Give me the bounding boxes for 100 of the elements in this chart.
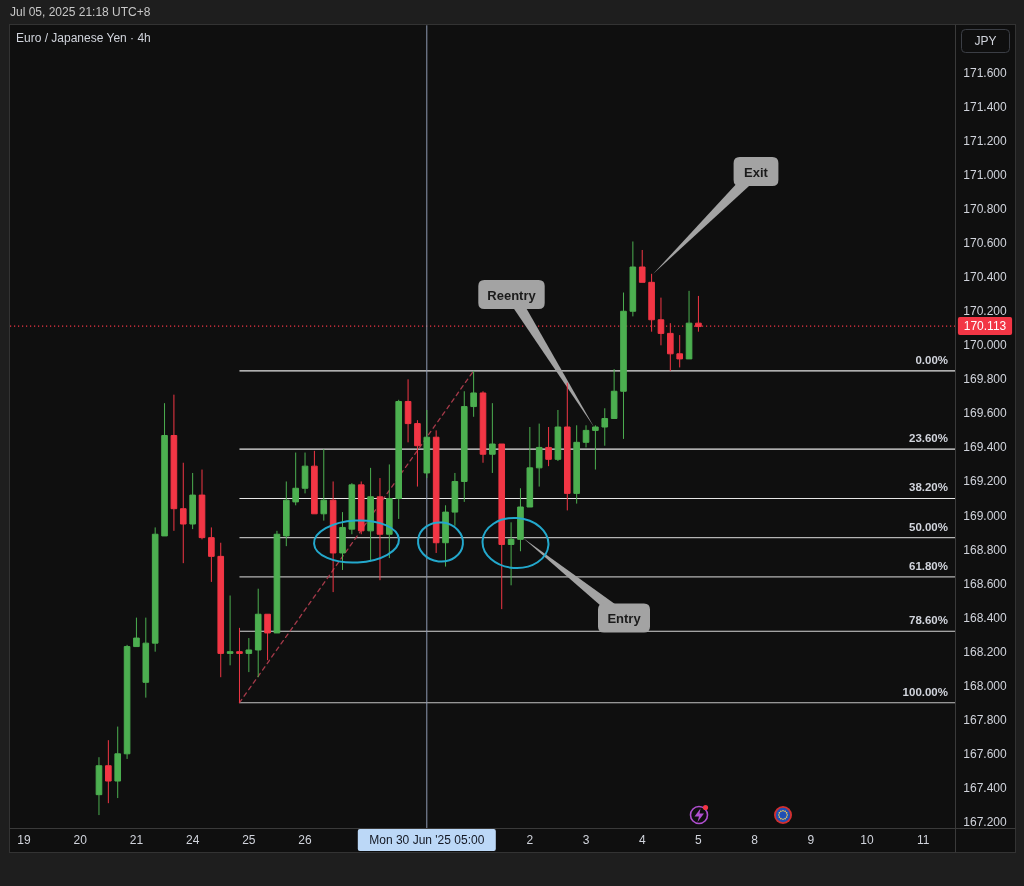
candlestick <box>292 452 299 506</box>
candlestick <box>535 423 543 488</box>
text: Jul 05, 2025 21:18 UTC+8 <box>10 5 151 19</box>
x-tick-label: 3 <box>582 833 590 847</box>
y-tick-label: 168.000 <box>963 678 1008 693</box>
y-tick-label: 170.400 <box>963 270 1008 285</box>
y-tick-label: 168.800 <box>963 542 1008 557</box>
candlestick <box>414 419 421 488</box>
x-tick-label: 2 <box>526 833 534 847</box>
candlestick <box>170 394 178 532</box>
candlestick <box>517 487 524 552</box>
candlestick <box>367 467 374 562</box>
y-tick-label: 168.600 <box>963 576 1008 591</box>
annotation: Entry <box>607 610 642 626</box>
candlestick <box>348 482 356 535</box>
x-tick-label: 21 <box>129 833 144 847</box>
text: Euro / Japanese Yen · 4h <box>16 31 151 45</box>
candlestick <box>404 378 412 443</box>
candlestick <box>489 402 496 474</box>
y-tick-label: 167.800 <box>963 712 1008 727</box>
candlestick <box>554 409 562 462</box>
candlestick <box>339 511 346 571</box>
x-tick-label: 10 <box>860 833 875 847</box>
x-tick-label: 5 <box>695 833 703 847</box>
candlestick <box>601 407 609 447</box>
x-tick-label: 25 <box>242 833 256 847</box>
annotation: 23.60% <box>908 432 948 445</box>
x-tick-label: Mon 30 Jun '25 05:00 <box>369 833 485 847</box>
y-tick-label: 168.200 <box>963 644 1008 659</box>
ref-line-label: 170.113 <box>963 319 1007 334</box>
candlestick <box>592 424 599 471</box>
candlestick <box>217 542 225 678</box>
y-tick-label: 171.200 <box>963 134 1008 149</box>
x-tick-label: 24 <box>185 833 200 847</box>
candlestick <box>105 739 112 804</box>
annotation: 78.60% <box>908 614 948 627</box>
candlestick <box>498 443 506 610</box>
y-tick-label: 167.400 <box>963 780 1008 795</box>
x-tick-label: 19 <box>17 833 32 847</box>
candlestick <box>245 637 253 673</box>
candlestick <box>254 588 262 678</box>
candlestick <box>563 382 571 511</box>
candlestick <box>685 290 693 360</box>
candlestick <box>657 297 665 346</box>
y-tick-label: 169.400 <box>963 440 1008 455</box>
x-tick-label: 26 <box>298 833 313 847</box>
candlestick <box>442 504 449 568</box>
x-tick-label: 11 <box>916 833 930 847</box>
candlestick <box>432 429 440 554</box>
candlestick <box>161 402 168 537</box>
candlestick <box>123 644 131 760</box>
candlestick <box>479 390 487 464</box>
candlestick <box>283 480 290 547</box>
y-tick-label: 170.200 <box>963 304 1008 319</box>
y-tick-label: 169.200 <box>963 474 1008 489</box>
x-tick-label: 9 <box>807 833 815 847</box>
y-tick-label: 170.000 <box>963 338 1008 353</box>
candlestick <box>95 756 103 816</box>
y-tick-label: 170.800 <box>963 202 1008 217</box>
annotation: Exit <box>744 164 769 179</box>
candlestick <box>311 450 318 515</box>
candlestick <box>264 613 271 661</box>
candlestick <box>386 463 393 559</box>
candlestick <box>301 452 309 494</box>
candlestick <box>320 448 328 522</box>
candlestick <box>676 334 683 368</box>
candlestick <box>629 240 637 317</box>
candlestick <box>620 292 627 440</box>
candlestick <box>470 370 477 418</box>
candlestick <box>189 472 196 530</box>
x-tick-label: 20 <box>73 833 88 847</box>
y-tick-label: 171.400 <box>963 100 1008 114</box>
candlestick <box>460 390 468 503</box>
candlestick <box>451 472 459 527</box>
candlestick <box>357 480 365 535</box>
candlestick <box>638 249 646 283</box>
y-tick-label: 167.600 <box>963 746 1008 761</box>
y-tick-label: 171.000 <box>963 168 1008 183</box>
x-tick-label: 8 <box>751 833 759 847</box>
y-tick-label: 171.600 <box>963 65 1008 80</box>
y-tick-label: 169.600 <box>963 406 1008 421</box>
annotation: 38.20% <box>908 481 948 494</box>
candlestick <box>376 477 384 581</box>
candlestick <box>423 409 431 479</box>
candlestick <box>179 462 187 564</box>
y-axis-title: JPY <box>974 34 997 48</box>
annotation: 100.00% <box>902 685 948 698</box>
candlestick <box>114 726 122 799</box>
candlestick <box>573 424 580 505</box>
candlestick <box>198 469 206 540</box>
candlestick <box>582 424 590 448</box>
candlestick <box>507 521 515 586</box>
candlestick <box>395 399 403 520</box>
y-tick-label: 167.200 <box>963 814 1008 829</box>
candlestick <box>610 368 618 419</box>
candlestick <box>236 627 243 704</box>
candlestick <box>329 480 337 593</box>
candlestick <box>667 322 674 372</box>
annotation: 50.00% <box>908 520 948 533</box>
y-tick-label: 170.600 <box>963 236 1008 251</box>
